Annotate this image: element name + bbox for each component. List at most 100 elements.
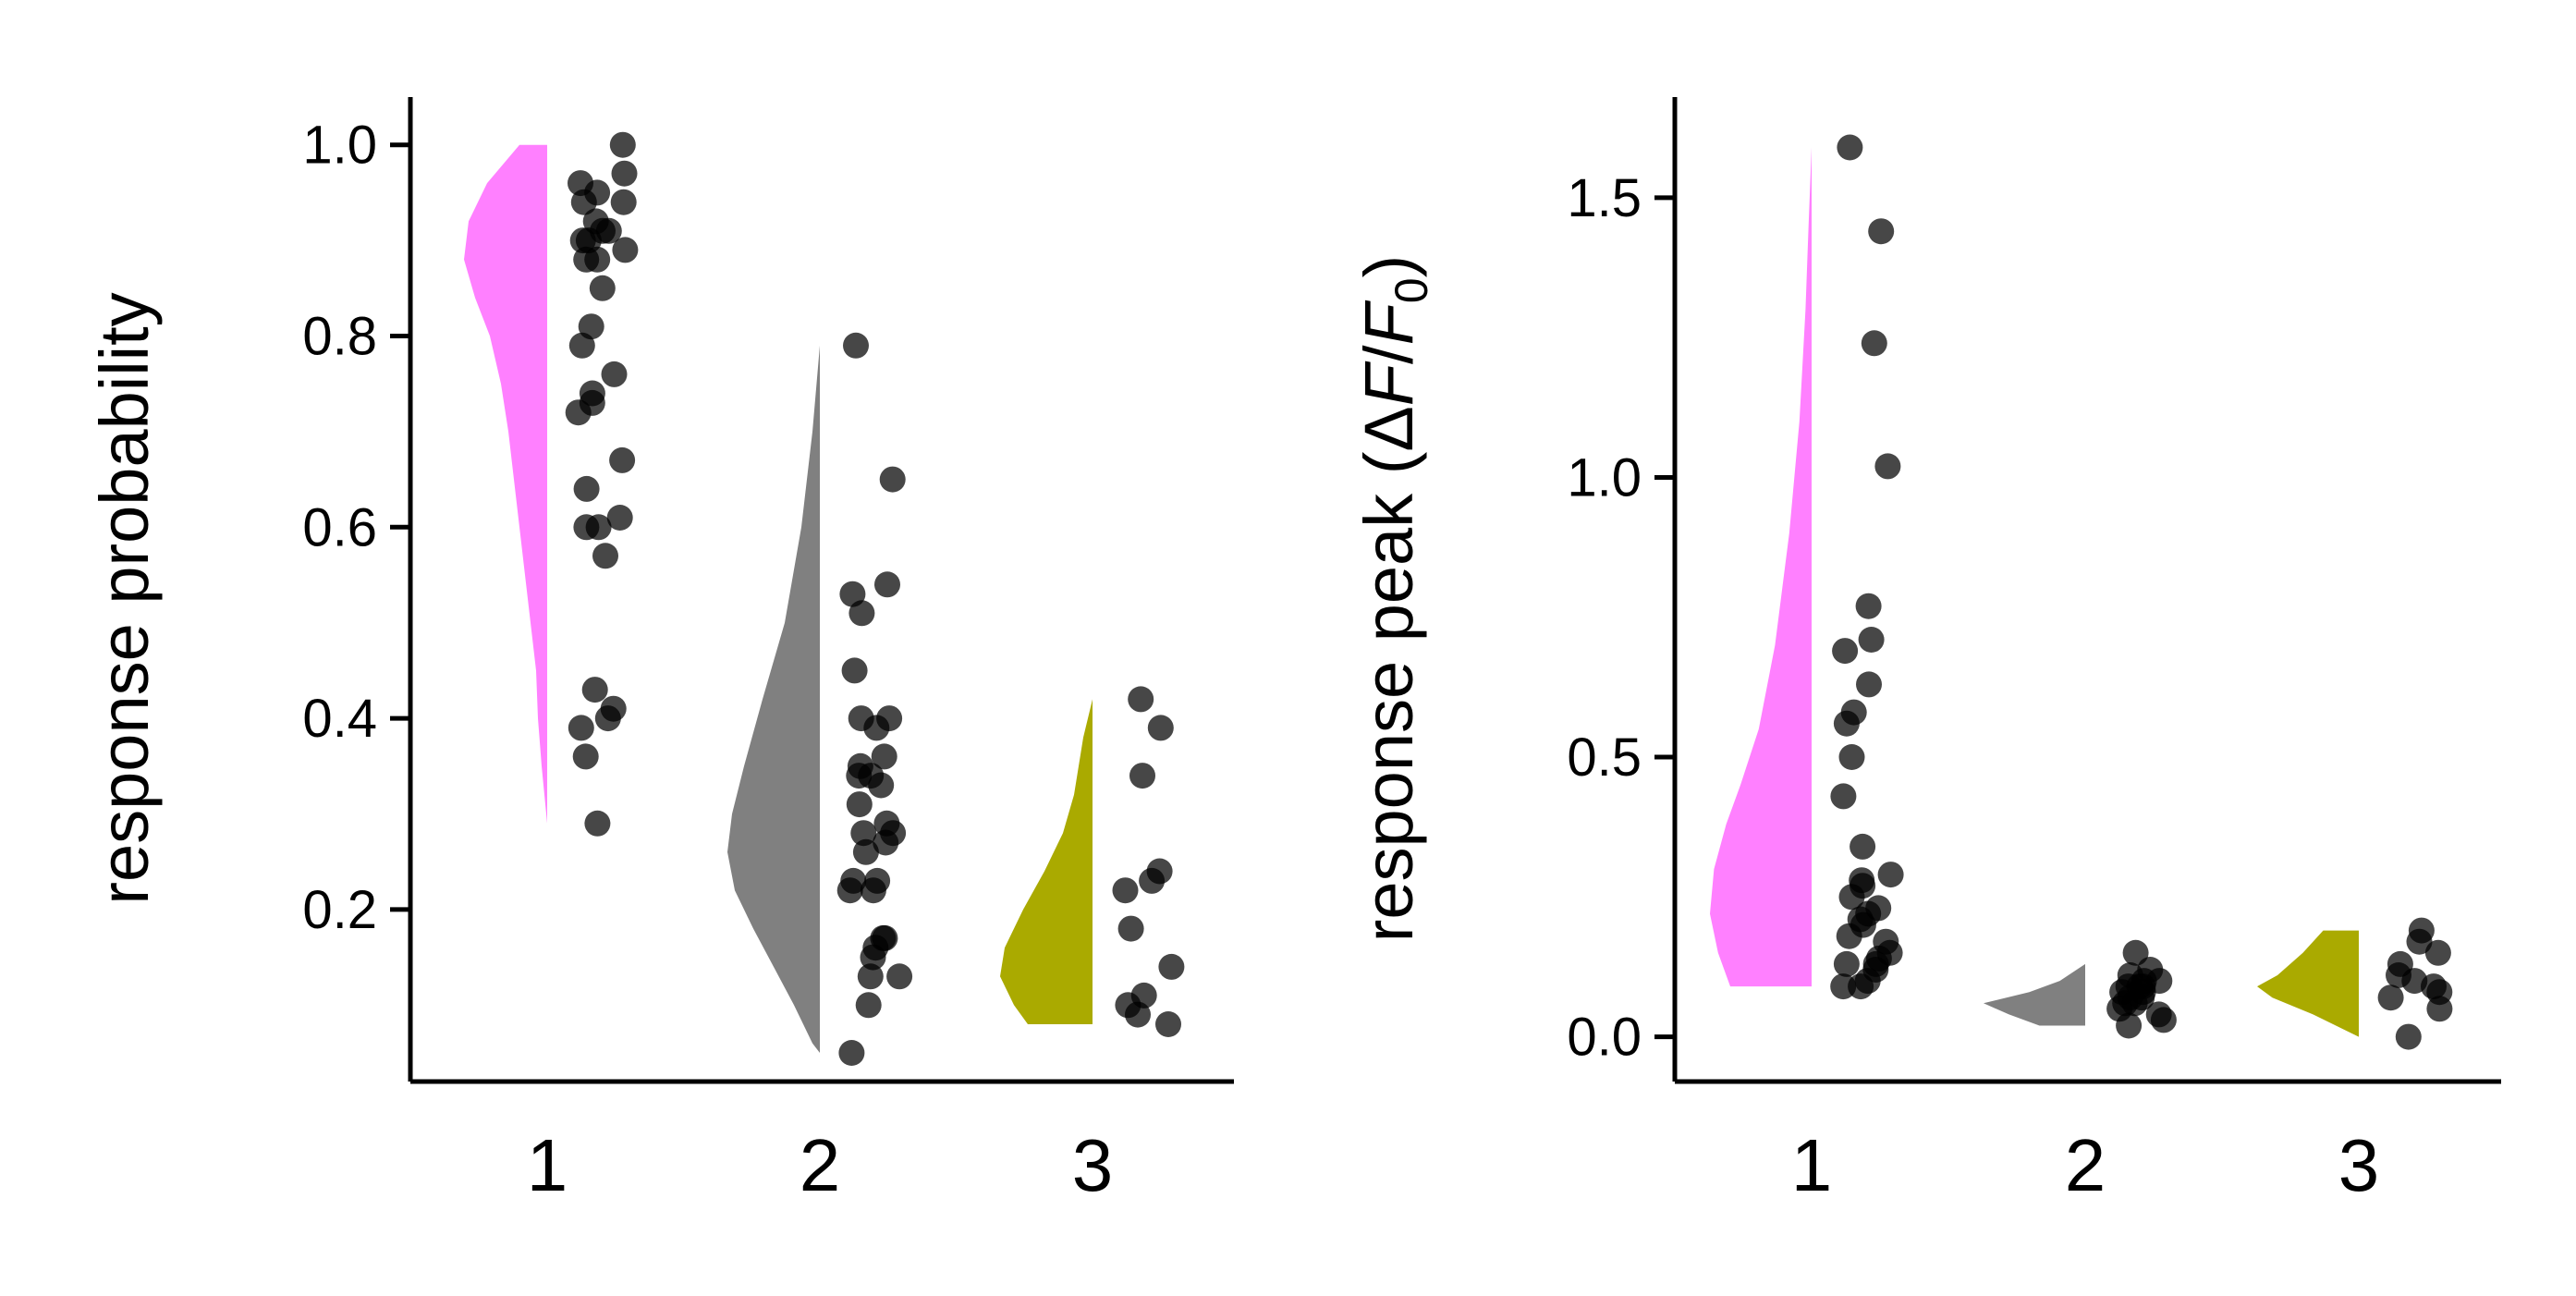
- y-tick-label: 0.4: [302, 689, 377, 749]
- data-point: [1139, 867, 1166, 894]
- data-point: [610, 189, 637, 215]
- y-axis-title-part: /: [1350, 345, 1427, 364]
- x-category-label: 3: [2338, 1124, 2380, 1206]
- data-point: [1856, 671, 1882, 698]
- data-point: [2424, 939, 2451, 966]
- y-axis-title-part: response peak (Δ: [1350, 406, 1427, 942]
- data-point: [594, 705, 621, 732]
- x-category-label: 3: [1072, 1124, 1114, 1206]
- data-point: [612, 237, 639, 263]
- data-point: [2116, 1012, 2143, 1039]
- data-point: [1848, 973, 1874, 1000]
- data-point: [846, 763, 873, 789]
- data-point: [572, 743, 599, 770]
- data-point: [2150, 1007, 2177, 1033]
- data-point: [1868, 218, 1895, 245]
- y-tick-label: 1.0: [302, 116, 377, 176]
- data-point: [573, 514, 600, 541]
- data-point: [2122, 939, 2149, 966]
- data-point: [868, 772, 895, 799]
- data-point: [873, 829, 899, 856]
- data-point: [863, 715, 890, 741]
- data-point: [1874, 453, 1901, 480]
- panel-response-peak: 0.0 0.5 1.0 1.5 1 2 3 response peak (ΔF/F0): [1350, 97, 2501, 1206]
- data-point: [1128, 686, 1154, 713]
- data-point: [855, 992, 882, 1019]
- data-point: [1117, 915, 1144, 942]
- data-point: [841, 657, 868, 684]
- half-violin-2: [727, 345, 820, 1053]
- data-point: [1850, 833, 1876, 860]
- x-category-label: 1: [527, 1124, 568, 1206]
- data-point: [1838, 744, 1865, 770]
- panel-response-probability: 0.2 0.4 0.6 0.8 1.0 1 2 3 response probability: [86, 97, 1234, 1206]
- data-point: [573, 246, 600, 273]
- y-tick-label: 1.5: [1567, 168, 1642, 228]
- data-point: [569, 227, 596, 254]
- y-axis-title: response probability: [86, 292, 163, 904]
- data-point: [568, 715, 594, 741]
- data-point: [886, 963, 913, 990]
- data-point: [848, 600, 875, 627]
- data-point: [1147, 715, 1174, 741]
- data-point: [1129, 763, 1155, 789]
- data-point: [601, 361, 628, 387]
- data-point: [2395, 1023, 2422, 1050]
- data-point: [850, 820, 877, 847]
- data-point: [606, 505, 633, 531]
- data-point: [2406, 928, 2433, 955]
- data-point: [1837, 134, 1863, 161]
- data-point: [1838, 884, 1865, 911]
- data-point: [838, 1040, 865, 1066]
- data-point: [860, 877, 886, 904]
- data-point: [1155, 1011, 1181, 1037]
- half-violin-1: [464, 144, 547, 824]
- y-axis-title-part: 0: [1386, 277, 1437, 303]
- half-violin-3: [2257, 930, 2359, 1037]
- data-point: [584, 810, 611, 837]
- data-point: [565, 399, 592, 426]
- data-point: [1858, 627, 1885, 653]
- data-point: [1833, 950, 1860, 977]
- half-violin-3: [1000, 699, 1093, 1024]
- y-tick-label: 1.0: [1567, 447, 1642, 507]
- data-point: [836, 877, 863, 904]
- y-tick-label: 0.0: [1567, 1008, 1642, 1068]
- data-point: [573, 475, 600, 502]
- y-axis-title: response peak (ΔF/F0): [1350, 255, 1437, 943]
- y-tick-label: 0.5: [1567, 727, 1642, 788]
- data-point: [589, 275, 616, 301]
- data-point: [611, 160, 638, 187]
- data-point: [592, 543, 618, 569]
- data-point: [570, 189, 597, 215]
- y-tick-label: 0.8: [302, 306, 377, 366]
- data-point: [1877, 862, 1904, 888]
- y-tick-label: 0.2: [302, 880, 377, 940]
- data-point: [846, 791, 873, 818]
- data-point: [581, 677, 608, 703]
- data-point: [860, 944, 886, 971]
- data-point: [1855, 593, 1882, 619]
- x-category-label: 2: [2065, 1124, 2106, 1206]
- data-point: [1112, 877, 1139, 904]
- data-point: [595, 217, 622, 244]
- data-point: [843, 332, 869, 359]
- data-point: [879, 466, 906, 493]
- half-violin-1: [1710, 147, 1812, 987]
- x-category-label: 1: [1791, 1124, 1833, 1206]
- half-violin-2: [1984, 963, 2085, 1026]
- data-point: [1830, 783, 1857, 810]
- data-point: [874, 571, 900, 598]
- data-point: [568, 332, 595, 359]
- y-tick-label: 0.6: [302, 497, 377, 557]
- data-point: [871, 743, 897, 770]
- data-point: [852, 838, 879, 865]
- data-point: [609, 446, 636, 473]
- data-point: [2377, 984, 2404, 1011]
- data-point: [2426, 996, 2453, 1022]
- data-point: [1832, 638, 1859, 665]
- data-point: [609, 131, 636, 158]
- data-point: [857, 963, 884, 990]
- data-point: [1836, 923, 1862, 949]
- data-point: [1125, 1001, 1151, 1028]
